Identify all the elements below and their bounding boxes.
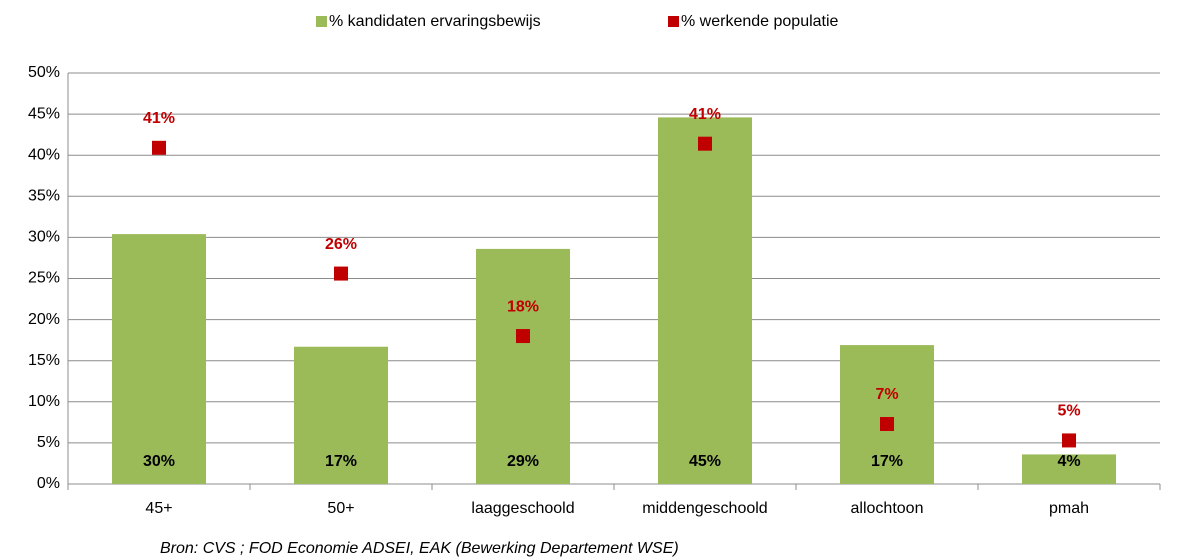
legend-label: % kandidaten ervaringsbewijs: [329, 13, 541, 30]
bar: [476, 248, 570, 484]
bar-value-label: 4%: [1057, 453, 1080, 470]
legend-swatch: [316, 16, 327, 27]
marker: [152, 140, 166, 155]
marker-value-label: 7%: [875, 386, 898, 403]
source-note: Bron: CVS ; FOD Economie ADSEI, EAK (Bew…: [160, 540, 679, 557]
marker-value-label: 5%: [1057, 403, 1080, 420]
y-tick-label: 30%: [28, 229, 60, 246]
marker-value-label: 18%: [507, 298, 539, 315]
y-tick-label: 50%: [28, 64, 60, 81]
bar-value-label: 29%: [507, 453, 539, 470]
bar: [112, 234, 206, 484]
bar-value-label: 30%: [143, 453, 175, 470]
y-tick-label: 15%: [28, 352, 60, 369]
y-tick-label: 5%: [37, 434, 60, 451]
legend-swatch: [668, 16, 679, 27]
bar: [658, 117, 752, 484]
marker: [516, 329, 530, 344]
marker-value-label: 41%: [143, 110, 175, 127]
y-tick-label: 10%: [28, 393, 60, 410]
x-tick-label: allochtoon: [851, 500, 924, 517]
x-tick-label: laaggeschoold: [471, 500, 574, 517]
marker: [880, 416, 894, 431]
bar: [1022, 454, 1116, 484]
marker: [334, 266, 348, 281]
y-tick-label: 45%: [28, 105, 60, 122]
marker-value-label: 26%: [325, 236, 357, 253]
x-tick-label: 45+: [145, 500, 172, 517]
marker: [1062, 433, 1076, 448]
y-tick-label: 25%: [28, 270, 60, 287]
y-tick-label: 35%: [28, 188, 60, 205]
bar: [294, 346, 388, 484]
marker-value-label: 41%: [689, 106, 721, 123]
legend-label: % werkende populatie: [681, 13, 839, 30]
x-tick-label: 50+: [327, 500, 354, 517]
y-tick-label: 0%: [37, 475, 60, 492]
y-tick-label: 40%: [28, 146, 60, 163]
bar-value-label: 17%: [325, 453, 357, 470]
bar: [840, 345, 934, 484]
bar-value-label: 45%: [689, 453, 721, 470]
x-tick-label: pmah: [1049, 500, 1089, 517]
marker: [698, 136, 712, 151]
bar-value-label: 17%: [871, 453, 903, 470]
x-tick-label: middengeschoold: [642, 500, 767, 517]
y-tick-label: 20%: [28, 311, 60, 328]
